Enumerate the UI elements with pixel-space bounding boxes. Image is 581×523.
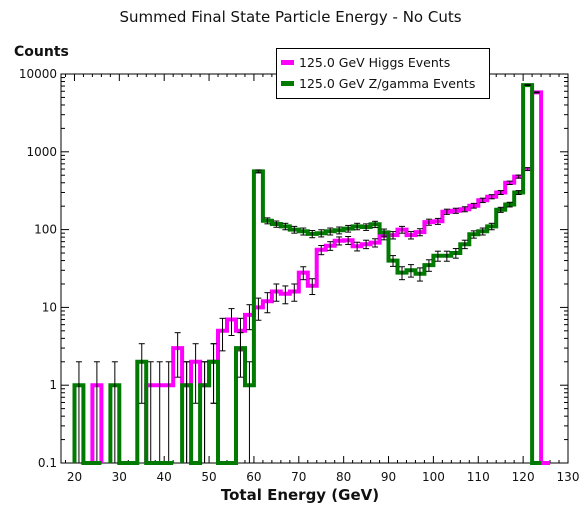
chart-title: Summed Final State Particle Energy - No … (119, 8, 462, 26)
x-axis-label: Total Energy (GeV) (220, 486, 380, 504)
y-tick-label: 1 (49, 378, 57, 392)
histogram-higgs (90, 90, 551, 465)
x-tick-label: 70 (291, 470, 306, 484)
y-tick-label: 10000 (19, 67, 57, 81)
x-tick-label: 90 (381, 470, 396, 484)
x-tick-label: 120 (512, 470, 535, 484)
x-tick-label: 20 (67, 470, 82, 484)
y-axis-label: Counts (14, 44, 69, 60)
y-tick-label: 0.1 (38, 456, 57, 470)
legend-swatch-higgs (281, 59, 294, 65)
legend-item-higgs: 125.0 GeV Higgs Events (281, 54, 450, 70)
x-tick-label: 60 (246, 470, 261, 484)
x-tick-label: 50 (201, 470, 216, 484)
histogram-zgamma (72, 83, 542, 465)
x-tick-label: 110 (467, 470, 490, 484)
y-tick-label: 100 (34, 223, 57, 237)
y-tick-label: 1000 (26, 145, 57, 159)
x-tick-label: 130 (557, 470, 580, 484)
legend-label-higgs: 125.0 GeV Higgs Events (299, 54, 451, 70)
y-tick-label: 10 (42, 300, 57, 314)
legend-item-zgamma: 125.0 GeV Z/gamma Events (281, 75, 475, 91)
x-tick-label: 100 (422, 470, 445, 484)
legend-label-zgamma: 125.0 GeV Z/gamma Events (299, 75, 476, 91)
x-tick-label: 80 (336, 470, 351, 484)
x-tick-label: 30 (112, 470, 127, 484)
legend-swatch-zgamma (281, 80, 294, 86)
x-tick-label: 40 (157, 470, 172, 484)
legend: 125.0 GeV Higgs Events 125.0 GeV Z/gamma… (276, 48, 490, 99)
